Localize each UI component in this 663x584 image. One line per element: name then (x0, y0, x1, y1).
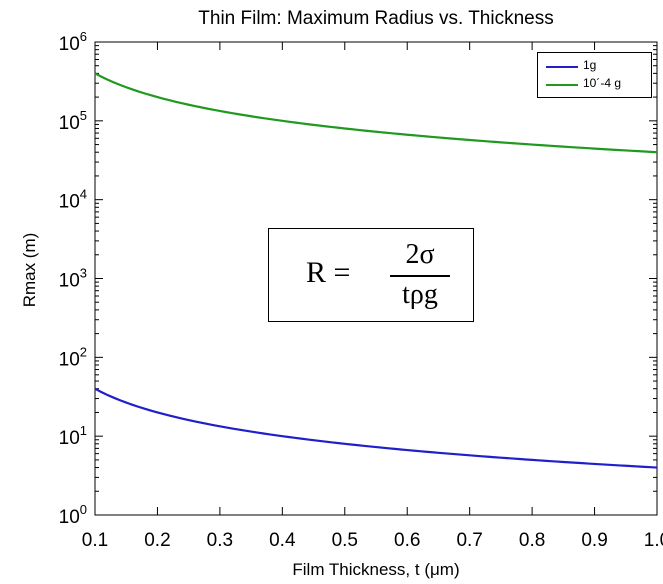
legend-swatch-1g (546, 66, 578, 68)
x-tick-label: 0.2 (144, 530, 170, 551)
equation-denominator: tρg (402, 279, 438, 310)
x-tick-label: 0.7 (456, 530, 482, 551)
x-axis-label: Film Thickness, t (μm) (292, 560, 460, 579)
x-tick-label: 0.6 (394, 530, 420, 551)
legend-entry-1g: 1g (546, 57, 651, 75)
y-tick-label: 105 (59, 108, 87, 134)
y-tick-label: 102 (59, 344, 87, 370)
equation-fraction-bar (390, 275, 450, 277)
y-tick-label: 100 (59, 502, 87, 528)
y-axis-label: Rmax (m) (20, 232, 39, 308)
y-tick-label: 106 (59, 29, 87, 55)
legend-swatch-low-g (546, 84, 578, 86)
chart-legend: 1g 10´-4 g (537, 52, 652, 98)
y-tick-label: 103 (59, 266, 87, 292)
x-tick-label: 0.8 (519, 530, 545, 551)
x-tick-label: 0.3 (207, 530, 233, 551)
y-tick-label: 101 (59, 423, 87, 449)
series-line-1g (94, 387, 658, 469)
equation-numerator: 2σ (405, 239, 435, 270)
legend-label-1g: 1g (583, 58, 597, 72)
legend-label-low-g: 10´-4 g (583, 76, 622, 90)
legend-entry-low-g: 10´-4 g (546, 75, 651, 93)
x-tick-label: 1.0 (644, 530, 663, 551)
x-tick-label: 0.9 (581, 530, 607, 551)
series-line-low-g (94, 72, 658, 154)
x-tick-label: 0.1 (82, 530, 108, 551)
x-tick-label: 0.4 (269, 530, 296, 551)
chart-title: Thin Film: Maximum Radius vs. Thickness (198, 8, 554, 29)
y-tick-label: 104 (59, 187, 87, 213)
equation-annotation: R = 2σ tρg (268, 228, 474, 322)
equation-lhs: R = (306, 256, 351, 289)
x-tick-label: 0.5 (332, 530, 358, 551)
